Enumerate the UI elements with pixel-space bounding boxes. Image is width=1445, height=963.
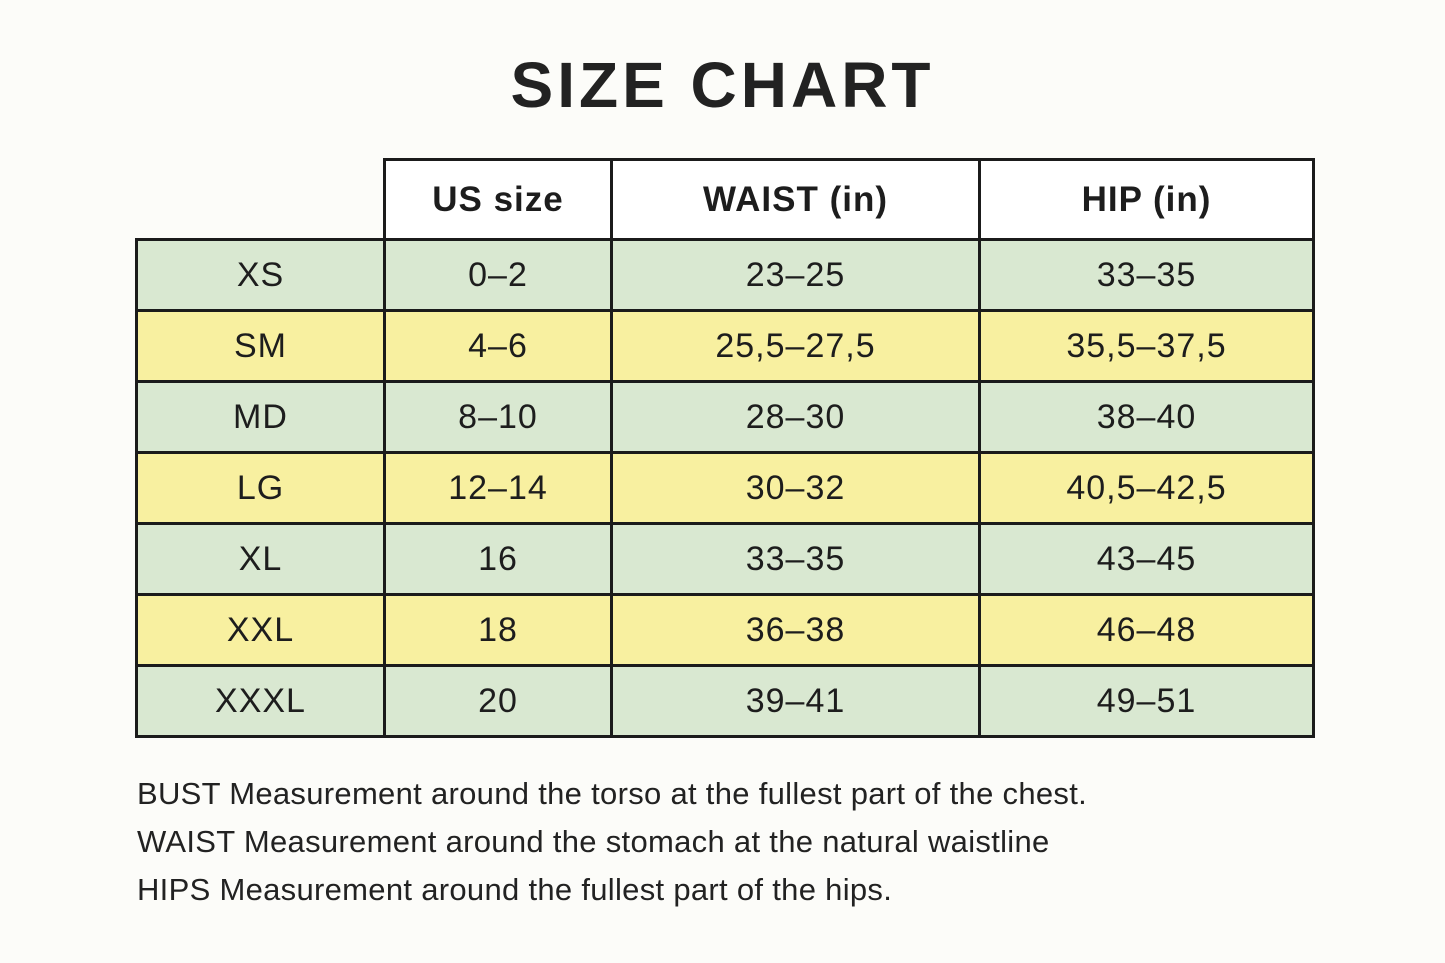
hip-value: 38–40 [978,380,1315,454]
size-label: XXL [135,593,386,667]
waist-value: 23–25 [610,238,981,312]
size-label: XS [135,238,386,312]
hip-value: 35,5–37,5 [978,309,1315,383]
waist-value: 33–35 [610,522,981,596]
us-size-value: 8–10 [383,380,613,454]
hip-value: 46–48 [978,593,1315,667]
table-row-xxxl: XXXL 20 39–41 49–51 [135,664,1315,738]
waist-value: 36–38 [610,593,981,667]
hip-value: 33–35 [978,238,1315,312]
table-header-row: US size WAIST (in) HIP (in) [137,158,1315,241]
size-label: SM [135,309,386,383]
us-size-value: 12–14 [383,451,613,525]
table-row-xxl: XXL 18 36–38 46–48 [135,593,1315,667]
measurement-notes: BUST Measurement around the torso at the… [137,770,1445,914]
table-row-md: MD 8–10 28–30 38–40 [135,380,1315,454]
page-title: SIZE CHART [510,49,935,121]
us-size-value: 16 [383,522,613,596]
note-waist: WAIST Measurement around the stomach at … [137,824,1050,859]
waist-value: 30–32 [610,451,981,525]
us-size-value: 18 [383,593,613,667]
us-size-value: 20 [383,664,613,738]
table-row-xl: XL 16 33–35 43–45 [135,522,1315,596]
table-row-xs: XS 0–2 23–25 33–35 [135,238,1315,312]
header-waist: WAIST (in) [610,158,981,241]
size-chart-table: US size WAIST (in) HIP (in) XS 0–2 23–25… [135,158,1315,738]
hip-value: 49–51 [978,664,1315,738]
hip-value: 40,5–42,5 [978,451,1315,525]
table-row-sm: SM 4–6 25,5–27,5 35,5–37,5 [135,309,1315,383]
hip-value: 43–45 [978,522,1315,596]
table-row-lg: LG 12–14 30–32 40,5–42,5 [135,451,1315,525]
note-hips: HIPS Measurement around the fullest part… [137,872,893,907]
size-label: LG [135,451,386,525]
header-hip: HIP (in) [978,158,1315,241]
header-us-size: US size [383,158,613,241]
size-label: XXXL [135,664,386,738]
size-label: XL [135,522,386,596]
us-size-value: 4–6 [383,309,613,383]
note-bust: BUST Measurement around the torso at the… [137,776,1088,811]
us-size-value: 0–2 [383,238,613,312]
header-spacer [137,160,385,240]
waist-value: 28–30 [610,380,981,454]
size-label: MD [135,380,386,454]
waist-value: 39–41 [610,664,981,738]
waist-value: 25,5–27,5 [610,309,981,383]
